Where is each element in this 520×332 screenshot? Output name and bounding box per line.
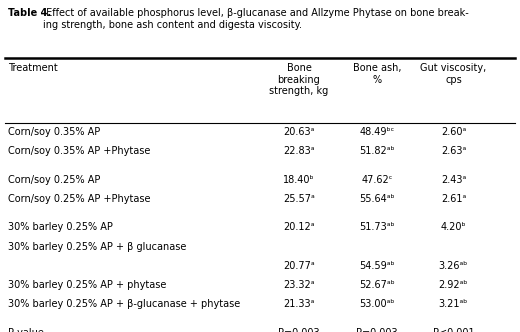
Text: 2.60ᵃ: 2.60ᵃ [441, 127, 466, 137]
Text: 2.61ᵃ: 2.61ᵃ [441, 194, 466, 204]
Text: Bone
breaking
strength, kg: Bone breaking strength, kg [269, 63, 329, 96]
Text: 47.62ᶜ: 47.62ᶜ [361, 175, 393, 185]
Text: Treatment: Treatment [8, 63, 58, 73]
Text: 51.82ᵃᵇ: 51.82ᵃᵇ [359, 146, 395, 156]
Text: P<0.001: P<0.001 [433, 328, 474, 332]
Text: Table 4.: Table 4. [8, 8, 51, 18]
Text: 23.32ᵃ: 23.32ᵃ [283, 280, 315, 290]
Text: P=0.003: P=0.003 [356, 328, 398, 332]
Text: 30% barley 0.25% AP + β-glucanase + phytase: 30% barley 0.25% AP + β-glucanase + phyt… [8, 299, 240, 309]
Text: P value: P value [8, 328, 44, 332]
Text: 2.43ᵃ: 2.43ᵃ [441, 175, 466, 185]
Text: 25.57ᵃ: 25.57ᵃ [283, 194, 315, 204]
Text: Bone ash,
%: Bone ash, % [353, 63, 401, 85]
Text: Corn/soy 0.25% AP: Corn/soy 0.25% AP [8, 175, 100, 185]
Text: P=0.003: P=0.003 [278, 328, 320, 332]
Text: 18.40ᵇ: 18.40ᵇ [283, 175, 315, 185]
Text: 30% barley 0.25% AP + β glucanase: 30% barley 0.25% AP + β glucanase [8, 242, 186, 252]
Text: 55.64ᵃᵇ: 55.64ᵃᵇ [359, 194, 395, 204]
Text: 22.83ᵃ: 22.83ᵃ [283, 146, 315, 156]
Text: 20.63ᵃ: 20.63ᵃ [283, 127, 315, 137]
Text: 3.21ᵃᵇ: 3.21ᵃᵇ [439, 299, 468, 309]
Text: 3.26ᵃᵇ: 3.26ᵃᵇ [439, 261, 468, 271]
Text: 20.12ᵃ: 20.12ᵃ [283, 222, 315, 232]
Text: 54.59ᵃᵇ: 54.59ᵃᵇ [359, 261, 395, 271]
Text: 30% barley 0.25% AP: 30% barley 0.25% AP [8, 222, 113, 232]
Text: Corn/soy 0.35% AP +Phytase: Corn/soy 0.35% AP +Phytase [8, 146, 150, 156]
Text: 2.92ᵃᵇ: 2.92ᵃᵇ [439, 280, 468, 290]
Text: Gut viscosity,
cps: Gut viscosity, cps [420, 63, 487, 85]
Text: 53.00ᵃᵇ: 53.00ᵃᵇ [359, 299, 395, 309]
Text: 4.20ᵇ: 4.20ᵇ [440, 222, 466, 232]
Text: Effect of available phosphorus level, β-glucanase and Allzyme Phytase on bone br: Effect of available phosphorus level, β-… [43, 8, 469, 30]
Text: 30% barley 0.25% AP + phytase: 30% barley 0.25% AP + phytase [8, 280, 166, 290]
Text: 51.73ᵃᵇ: 51.73ᵃᵇ [359, 222, 395, 232]
Text: Corn/soy 0.25% AP +Phytase: Corn/soy 0.25% AP +Phytase [8, 194, 150, 204]
Text: 2.63ᵃ: 2.63ᵃ [441, 146, 466, 156]
Text: 52.67ᵃᵇ: 52.67ᵃᵇ [359, 280, 395, 290]
Text: 21.33ᵃ: 21.33ᵃ [283, 299, 315, 309]
Text: Corn/soy 0.35% AP: Corn/soy 0.35% AP [8, 127, 100, 137]
Text: 48.49ᵇᶜ: 48.49ᵇᶜ [359, 127, 395, 137]
Text: 20.77ᵃ: 20.77ᵃ [283, 261, 315, 271]
